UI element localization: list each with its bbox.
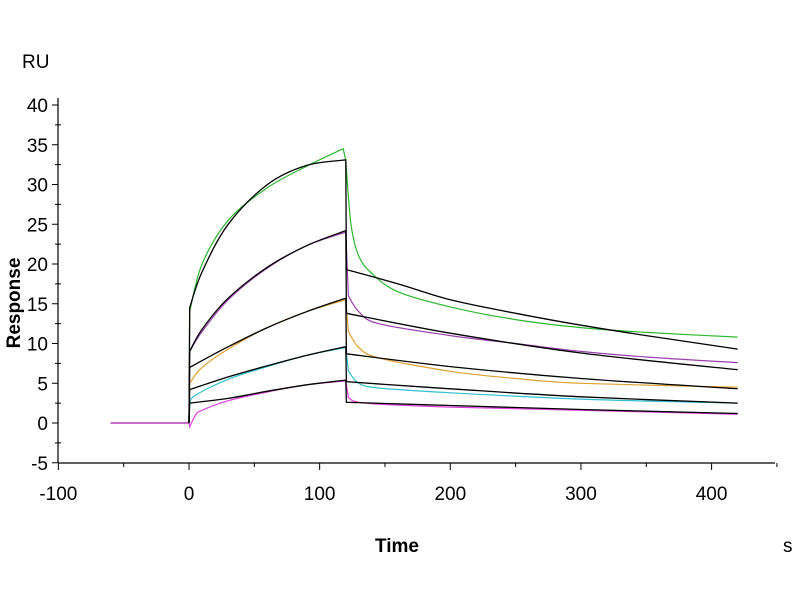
y-tick-label: 0 <box>37 414 48 435</box>
x-tick-label: -100 <box>39 484 77 505</box>
y-tick-label: 5 <box>37 374 48 395</box>
x-tick-label: 400 <box>696 484 728 505</box>
y-tick-label: 30 <box>27 176 48 197</box>
y-unit-label: RU <box>22 52 49 73</box>
x-axis-label: Time <box>375 536 419 557</box>
y-axis-label: Response <box>4 258 25 349</box>
y-tick-label: 10 <box>27 335 48 356</box>
y-tick-label: 40 <box>27 96 48 117</box>
y-tick-label: 35 <box>27 136 48 157</box>
y-tick-label: 20 <box>27 255 48 276</box>
curves <box>110 147 738 430</box>
y-tick-label: 15 <box>27 295 48 316</box>
x-tick-label: 0 <box>184 484 195 505</box>
series-curve-1 <box>110 147 738 424</box>
y-tick-label: 25 <box>27 215 48 236</box>
x-tick-label: 300 <box>565 484 597 505</box>
x-tick-label: 200 <box>434 484 466 505</box>
axes: -5 0 5 10 15 20 25 30 35 40 -100 0 100 200 300 400 <box>27 96 778 505</box>
series-curve-3 <box>110 299 738 424</box>
series-fit-3 <box>188 297 738 424</box>
series-fit-1 <box>188 159 738 424</box>
series-curve-2 <box>110 231 738 424</box>
x-tick-label: 100 <box>304 484 336 505</box>
series-fit-5 <box>188 379 738 424</box>
series-fit-2 <box>188 229 738 424</box>
y-tick-label: -5 <box>31 454 48 475</box>
x-unit-label: s <box>783 536 793 557</box>
series-curve-5 <box>110 380 738 430</box>
